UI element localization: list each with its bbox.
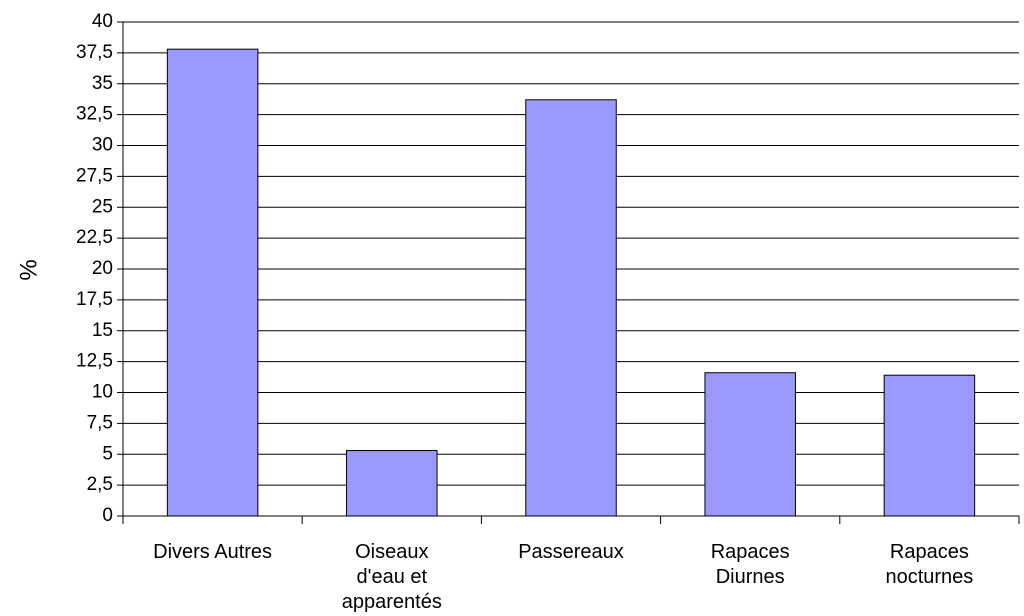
y-tick-label: 37,5 (76, 42, 113, 63)
y-axis-title: % (15, 259, 42, 280)
y-tick-label: 27,5 (76, 165, 113, 186)
y-tick-label: 40 (92, 11, 113, 32)
y-tick-label: 35 (92, 73, 113, 94)
y-tick-label: 7,5 (87, 412, 113, 433)
x-category-label-line: d'eau et (357, 566, 428, 588)
y-tick-label: 0 (102, 505, 113, 526)
bar (883, 374, 976, 517)
x-category-label-line: Divers Autres (153, 541, 272, 563)
x-category-label-line: Rapaces (890, 541, 969, 563)
x-category-label: Rapaces nocturnes (885, 541, 973, 588)
bar (525, 99, 617, 517)
bar (166, 48, 259, 517)
x-category-label: Divers Autres (153, 541, 272, 563)
y-tick-label: 10 (92, 382, 113, 403)
x-category-label-line: Passereaux (518, 541, 624, 563)
bar (704, 372, 796, 517)
y-tick-label: 15 (92, 320, 113, 341)
y-tick-label: 12,5 (76, 351, 113, 372)
y-tick-label: 17,5 (76, 289, 113, 310)
y-tick-label: 2,5 (87, 474, 113, 495)
x-category-label: Oiseaux d'eau et apparentés (342, 541, 442, 613)
y-tick-label: 20 (92, 258, 113, 279)
x-category-labels: Divers Autres Oiseaux d'eau et apparentés Pa… (153, 541, 973, 613)
bars (166, 48, 976, 517)
x-category-label-line: apparentés (342, 591, 442, 613)
y-tick-label: 25 (92, 196, 113, 217)
y-tick-labels: 0 2,5 5 7,5 10 12,5 15 17,5 20 22,5 25 27,5 30 32,5 35… (76, 11, 113, 526)
x-category-label-line: Rapaces (711, 541, 790, 563)
y-tick-label: 32,5 (76, 104, 113, 125)
y-tick-label: 30 (92, 135, 113, 156)
x-category-label-line: nocturnes (885, 566, 973, 588)
x-category-label: Rapaces Diurnes (711, 541, 790, 588)
y-tick-label: 22,5 (76, 227, 113, 248)
axes (117, 21, 1020, 524)
bar (346, 450, 438, 517)
x-category-label: Passereaux (518, 541, 624, 563)
x-category-label-line: Diurnes (716, 566, 785, 588)
x-category-label-line: Oiseaux (355, 541, 428, 563)
y-tick-label: 5 (102, 443, 113, 464)
